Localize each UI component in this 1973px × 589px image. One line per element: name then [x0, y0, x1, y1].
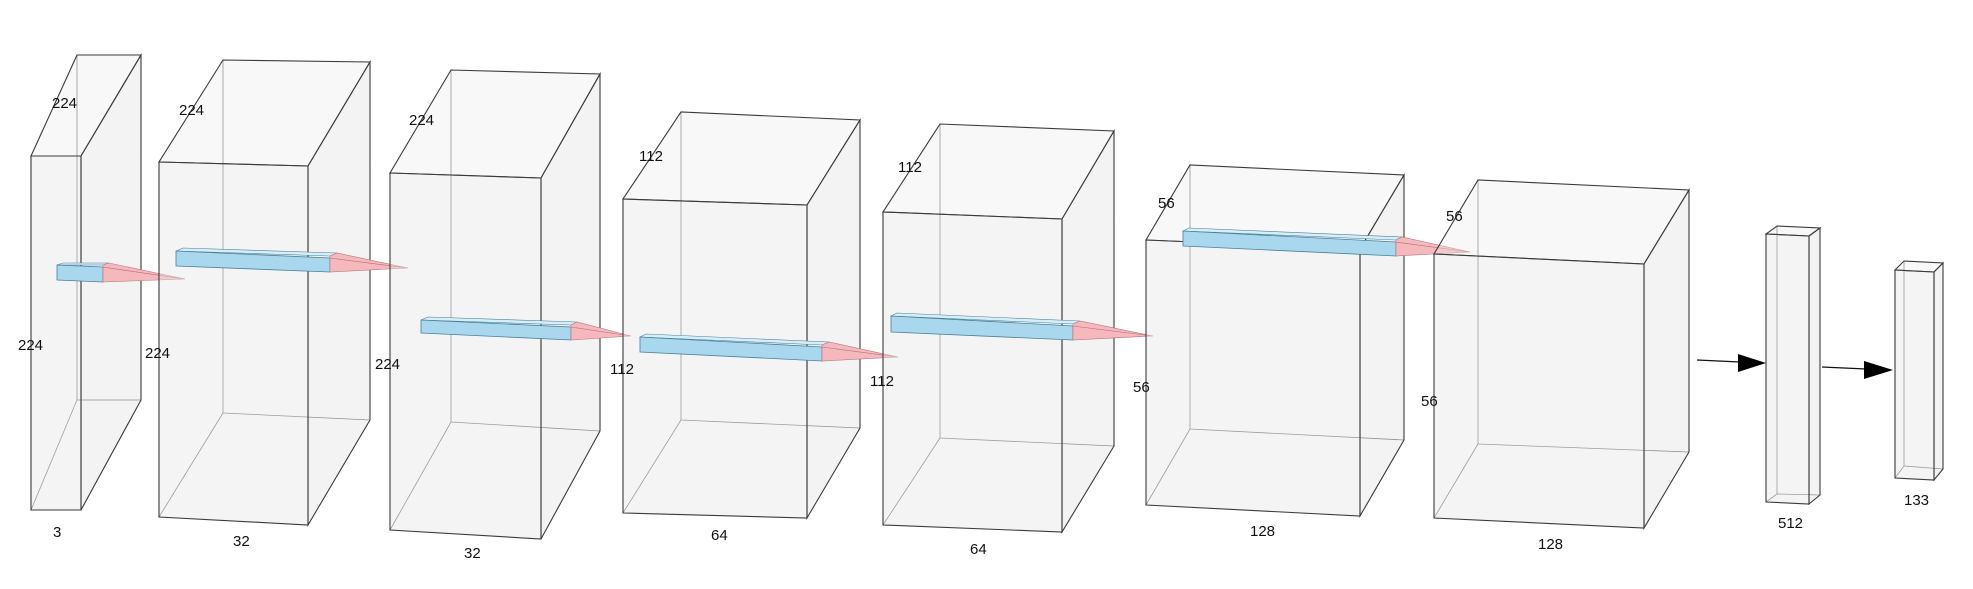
- layer-input-depth-label: 3: [53, 524, 61, 541]
- layer-conv3-box: [621, 111, 861, 521]
- layer-dense1-box: [1764, 225, 1822, 506]
- layer-input-width-label: 224: [52, 95, 77, 112]
- arrow-to-dense: [1696, 354, 1766, 372]
- layer-conv3-width-label: 112: [639, 148, 663, 165]
- layer-conv1-box: [158, 59, 371, 528]
- layer-conv6-depth-label: 128: [1538, 536, 1563, 553]
- layer-conv2-box: [389, 69, 601, 540]
- layer-conv6-width-label: 56: [1446, 208, 1463, 225]
- layer-input-height-label: 224: [18, 337, 43, 354]
- kernel-5: [889, 312, 1154, 341]
- layer-conv2-depth-label: 32: [464, 545, 481, 562]
- layer-conv4-box: [882, 123, 1115, 534]
- layer-conv6-box: [1433, 179, 1690, 531]
- layer-conv5-width-label: 56: [1158, 195, 1175, 212]
- kernel-2: [175, 247, 409, 273]
- kernel-6: [1181, 227, 1471, 257]
- layer-conv6-height-label: 56: [1421, 393, 1438, 410]
- layer-dense1-depth-label: 512: [1778, 515, 1803, 532]
- layer-conv4-height-label: 112: [870, 373, 894, 390]
- layer-conv1-width-label: 224: [179, 102, 204, 119]
- layer-conv1-depth-label: 32: [233, 533, 250, 550]
- layer-output-depth-label: 133: [1904, 492, 1929, 509]
- kernel-1: [56, 262, 186, 283]
- layer-conv3-depth-label: 64: [711, 527, 728, 544]
- layer-input-box: [30, 52, 142, 511]
- layer-output-box: [1893, 260, 1945, 482]
- layer-conv2-height-label: 224: [375, 356, 400, 373]
- arrow-to-output: [1821, 361, 1893, 379]
- layer-conv5-box: [1145, 164, 1405, 519]
- layer-conv5-height-label: 56: [1133, 379, 1150, 396]
- layer-conv3-height-label: 112: [610, 361, 634, 378]
- kernel-4: [638, 333, 899, 362]
- layer-conv2-width-label: 224: [409, 112, 434, 129]
- layer-conv5-depth-label: 128: [1250, 523, 1275, 540]
- layer-conv1-height-label: 224: [145, 345, 170, 362]
- kernel-3: [420, 316, 632, 341]
- layer-conv4-depth-label: 64: [970, 541, 987, 558]
- layer-conv4-width-label: 112: [898, 159, 922, 176]
